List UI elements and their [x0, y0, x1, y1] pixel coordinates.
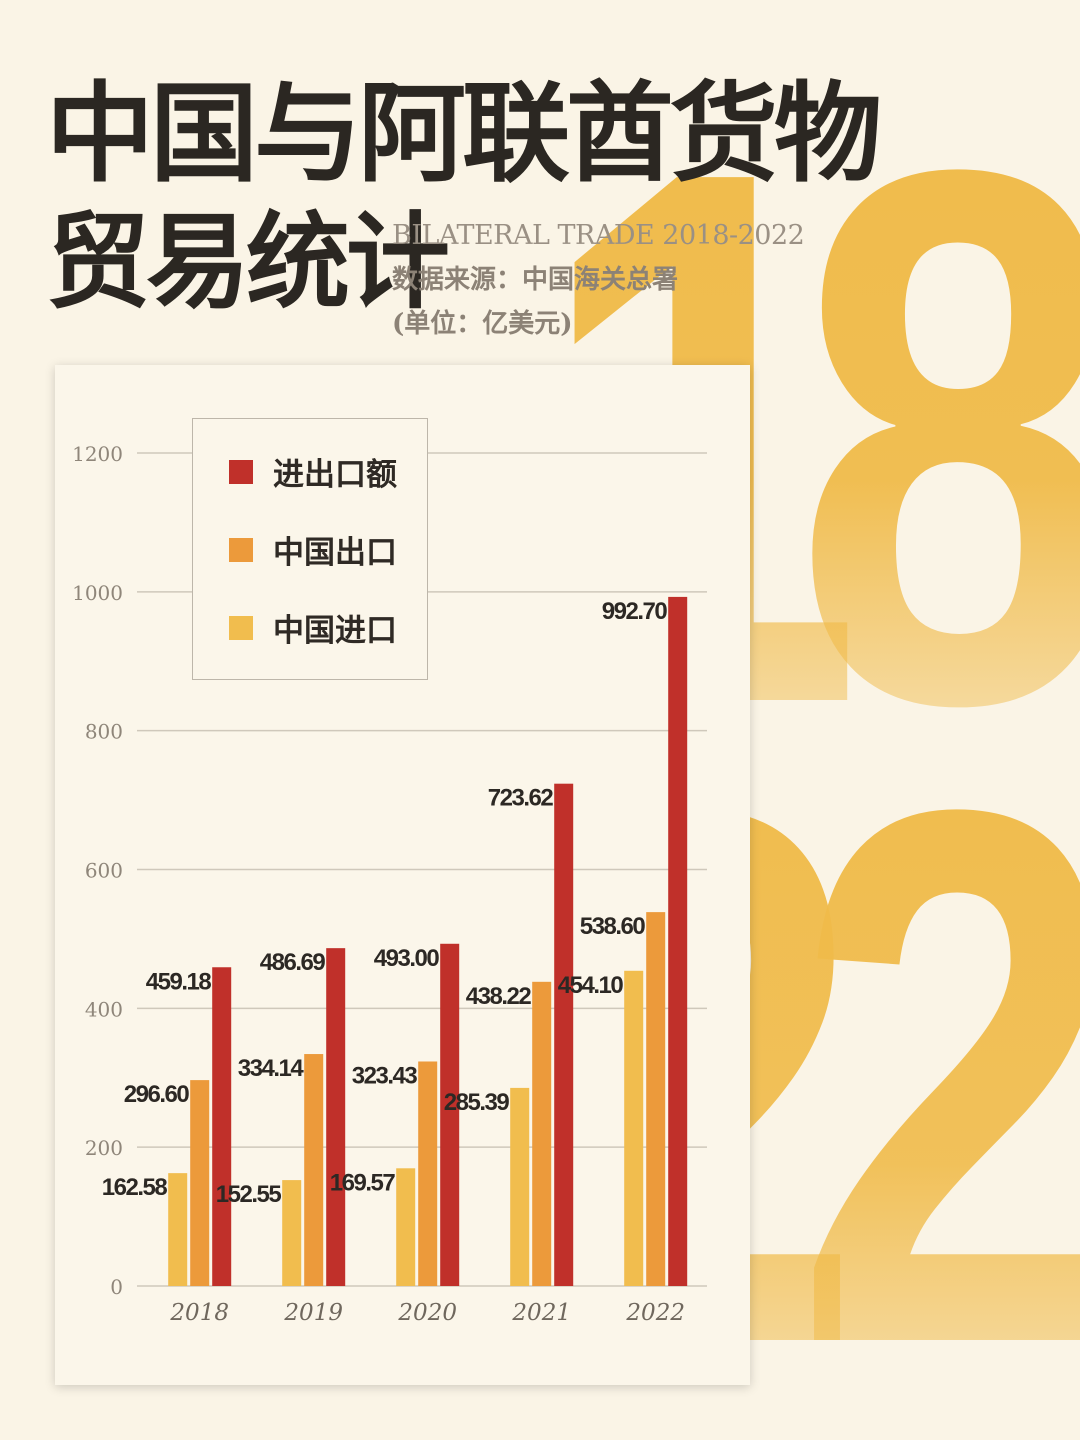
y-tick-label: 1200 — [72, 442, 123, 466]
y-tick-label: 1000 — [72, 581, 123, 605]
legend-item-import: 中国进口 — [229, 605, 397, 650]
data-label-export: 323.43 — [352, 1062, 418, 1089]
bar-total — [440, 943, 460, 1286]
y-tick-label: 800 — [85, 720, 123, 744]
y-tick-label: 200 — [85, 1136, 123, 1160]
data-label-import: 162.58 — [102, 1174, 168, 1201]
data-label-total: 459.18 — [146, 968, 212, 995]
x-tick-label: 2021 — [511, 1300, 571, 1326]
data-label-total: 723.62 — [488, 785, 554, 812]
x-tick-label: 2018 — [169, 1300, 229, 1326]
bar-export — [532, 981, 552, 1286]
chart-legend: 进出口额 中国出口 中国进口 — [192, 418, 428, 680]
data-label-import: 152.55 — [216, 1181, 282, 1208]
data-label-export: 334.14 — [238, 1055, 305, 1082]
data-label-total: 992.70 — [602, 598, 668, 625]
bar-export — [646, 912, 666, 1286]
y-tick-label: 0 — [110, 1275, 123, 1299]
legend-swatch-import — [229, 615, 253, 640]
unit-note: (单位：亿美元) — [392, 309, 573, 339]
subtitle-english: BILATERAL TRADE 2018-2022 — [392, 220, 805, 251]
legend-swatch-export — [229, 537, 253, 562]
legend-item-total: 进出口额 — [229, 449, 397, 494]
subtitle-block: BILATERAL TRADE 2018-2022 数据来源：中国海关总署 (单… — [392, 214, 805, 346]
bar-export — [418, 1061, 438, 1286]
legend-swatch-total — [229, 459, 253, 484]
data-label-total: 493.00 — [374, 945, 440, 972]
title-line-2: 贸易统计 — [46, 200, 450, 323]
x-tick-label: 2020 — [397, 1300, 457, 1326]
bar-total — [554, 783, 574, 1286]
y-tick-label: 400 — [85, 997, 123, 1021]
bar-import — [168, 1173, 188, 1286]
data-label-export: 296.60 — [124, 1081, 190, 1108]
legend-item-export: 中国出口 — [229, 527, 397, 572]
data-label-export: 438.22 — [466, 983, 532, 1010]
x-tick-label: 2019 — [283, 1300, 343, 1326]
bar-import — [510, 1087, 530, 1286]
bar-export — [304, 1054, 324, 1286]
data-label-import: 454.10 — [558, 972, 624, 999]
data-label-import: 285.39 — [444, 1089, 510, 1116]
data-label-total: 486.69 — [260, 949, 326, 976]
bar-chart: 0 200 400 600 800 1000 1200 162.58 296.60 459.18 2… — [72, 442, 707, 1326]
bar-export — [190, 1080, 210, 1286]
page-title: 中国与阿联酋货物 贸易统计 — [46, 70, 882, 326]
data-label-import: 169.57 — [330, 1169, 396, 1196]
legend-label-import: 中国进口 — [273, 613, 397, 649]
bar-total — [326, 948, 346, 1286]
bar-total — [668, 596, 688, 1286]
chart-card: 0 200 400 600 800 1000 1200 162.58 296.60 459.18 2… — [55, 365, 750, 1385]
data-label-export: 538.60 — [580, 913, 646, 940]
title-line-1: 中国与阿联酋货物 — [46, 71, 882, 197]
y-tick-label: 600 — [85, 859, 123, 883]
x-tick-label: 2022 — [625, 1300, 685, 1326]
bar-total — [212, 967, 232, 1286]
data-source: 数据来源：中国海关总署 — [392, 265, 679, 295]
legend-label-total: 进出口额 — [273, 457, 397, 493]
bar-import — [624, 970, 644, 1286]
bar-import — [396, 1168, 416, 1286]
legend-label-export: 中国出口 — [273, 535, 397, 571]
bar-import — [282, 1180, 302, 1286]
